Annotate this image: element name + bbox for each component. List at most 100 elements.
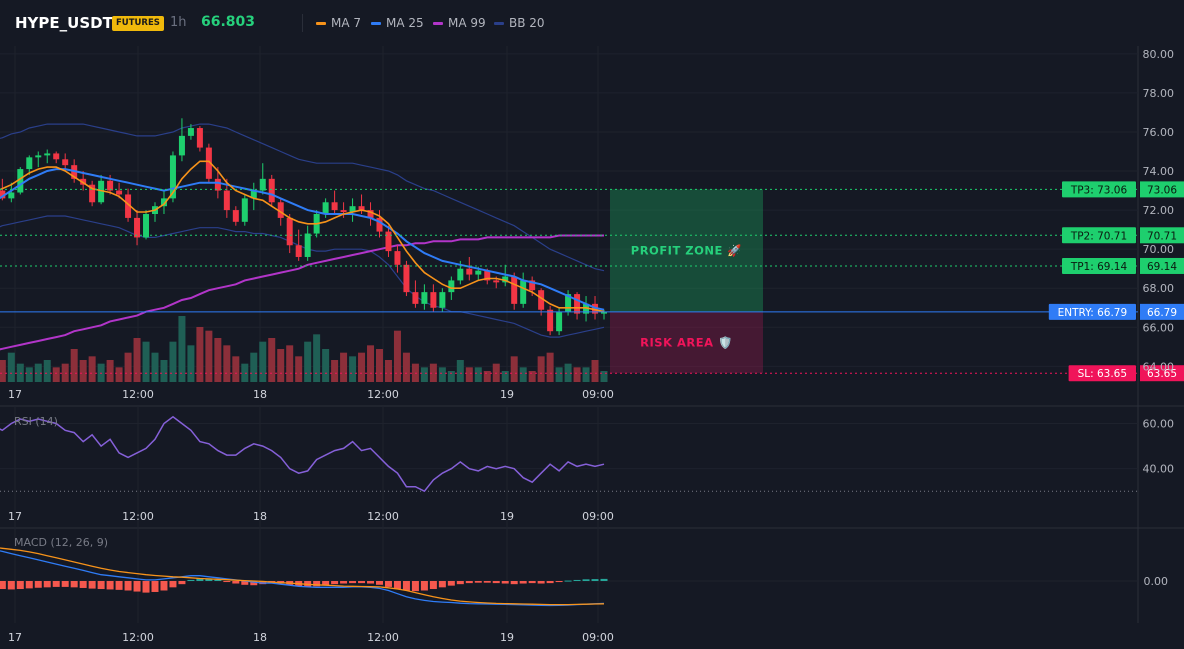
macd-histogram-bar xyxy=(546,581,554,584)
candle xyxy=(340,210,347,213)
volume-bar xyxy=(456,360,464,382)
macd-histogram-bar xyxy=(465,581,473,584)
macd-histogram-bar xyxy=(564,580,572,582)
candle xyxy=(538,290,545,310)
symbol-name[interactable]: HYPE_USDT xyxy=(15,14,113,32)
macd-histogram-bar xyxy=(420,581,428,591)
volume-bar xyxy=(232,356,240,382)
volume-bar xyxy=(420,367,428,382)
volume-bar xyxy=(115,367,123,382)
candle xyxy=(394,251,401,265)
last-price: 66.803 xyxy=(201,14,256,30)
candle xyxy=(322,202,329,214)
macd-histogram-bar xyxy=(178,581,186,585)
price-tick-label: 70.00 xyxy=(1143,243,1175,256)
candle xyxy=(205,147,212,179)
volume-bar xyxy=(358,352,366,382)
level-price: 66.79 xyxy=(1147,307,1177,319)
macd-histogram-bar xyxy=(196,578,204,581)
volume-bar xyxy=(259,341,267,382)
macd-histogram-bar xyxy=(25,581,33,589)
candle xyxy=(17,169,24,193)
volume-bar xyxy=(367,345,375,382)
candle xyxy=(331,202,338,211)
volume-bar xyxy=(564,363,572,382)
volume-bar xyxy=(573,367,581,382)
candle xyxy=(466,268,473,275)
level-label: TP1: 69.14 xyxy=(1070,261,1128,273)
level-price: 63.65 xyxy=(1147,368,1177,380)
volume-bar xyxy=(555,367,563,382)
legend-ma99[interactable]: MA 99 xyxy=(433,16,486,30)
macd-histogram-bar xyxy=(241,581,249,585)
candle xyxy=(268,178,275,203)
candle xyxy=(367,210,374,218)
macd-histogram-bar xyxy=(438,581,446,588)
volume-bar xyxy=(519,367,527,382)
candle xyxy=(107,180,114,191)
volume-bar xyxy=(34,363,42,382)
candle xyxy=(556,311,563,332)
candle xyxy=(35,155,42,158)
macd-histogram-bar xyxy=(537,581,545,584)
volume-bar xyxy=(537,356,545,382)
volume-bar xyxy=(169,341,177,382)
candle xyxy=(601,311,607,314)
level-label: TP3: 73.06 xyxy=(1070,184,1128,196)
rsi-tick-label: 40.00 xyxy=(1143,463,1175,476)
level-label-box xyxy=(1062,257,1136,274)
legend-ma7[interactable]: MA 7 xyxy=(316,16,361,30)
macd-histogram-bar xyxy=(447,581,455,586)
candle xyxy=(0,190,6,199)
volume-bar xyxy=(223,345,231,382)
time-tick-label: 12:00 xyxy=(367,631,399,644)
legend-ma25[interactable]: MA 25 xyxy=(371,16,424,30)
level-label-box xyxy=(1062,227,1136,244)
macd-histogram-bar xyxy=(456,581,464,585)
macd-histogram-bar xyxy=(573,579,581,581)
candle xyxy=(529,280,536,291)
candle xyxy=(439,292,446,308)
candle xyxy=(223,190,230,211)
volume-bar xyxy=(465,367,473,382)
macd-histogram-bar xyxy=(133,581,141,592)
macd-histogram-bar xyxy=(600,578,608,581)
volume-bar xyxy=(214,338,222,382)
macd-histogram-bar xyxy=(411,581,419,592)
macd-histogram-bar xyxy=(492,581,500,584)
time-tick-label: 17 xyxy=(8,388,22,401)
macd-histogram-bar xyxy=(322,581,330,586)
candle xyxy=(250,190,257,199)
time-tick-label: 18 xyxy=(253,631,267,644)
ma25-line xyxy=(0,168,605,311)
candle xyxy=(26,157,33,170)
volume-bar xyxy=(286,345,294,382)
level-label: TP2: 70.71 xyxy=(1070,230,1127,242)
level-price: 69.14 xyxy=(1147,261,1177,273)
ma99-line xyxy=(0,234,604,351)
level-price-box xyxy=(1140,181,1184,198)
macd-histogram-bar xyxy=(340,581,348,584)
profit-zone xyxy=(610,189,763,312)
macd-histogram-bar xyxy=(52,581,60,587)
candle xyxy=(457,268,464,281)
macd-histogram-bar xyxy=(205,578,213,581)
macd-histogram-bar xyxy=(61,581,69,587)
candle xyxy=(286,217,293,246)
timeframe-label[interactable]: 1h xyxy=(170,15,187,30)
futures-badge: FUTURES xyxy=(112,16,164,31)
candle xyxy=(475,270,482,275)
candle xyxy=(259,178,266,191)
price-tick-label: 64.00 xyxy=(1143,360,1175,373)
price-tick-label: 78.00 xyxy=(1143,87,1175,100)
macd-histogram-bar xyxy=(232,581,240,584)
candle xyxy=(304,233,311,257)
macd-histogram-bar xyxy=(555,581,563,583)
price-tick-label: 74.00 xyxy=(1143,165,1175,178)
macd-histogram-bar xyxy=(501,581,509,584)
macd-histogram-bar xyxy=(214,579,222,581)
candle xyxy=(520,280,527,304)
macd-histogram-bar xyxy=(582,579,590,581)
legend-bb20[interactable]: BB 20 xyxy=(494,16,545,30)
